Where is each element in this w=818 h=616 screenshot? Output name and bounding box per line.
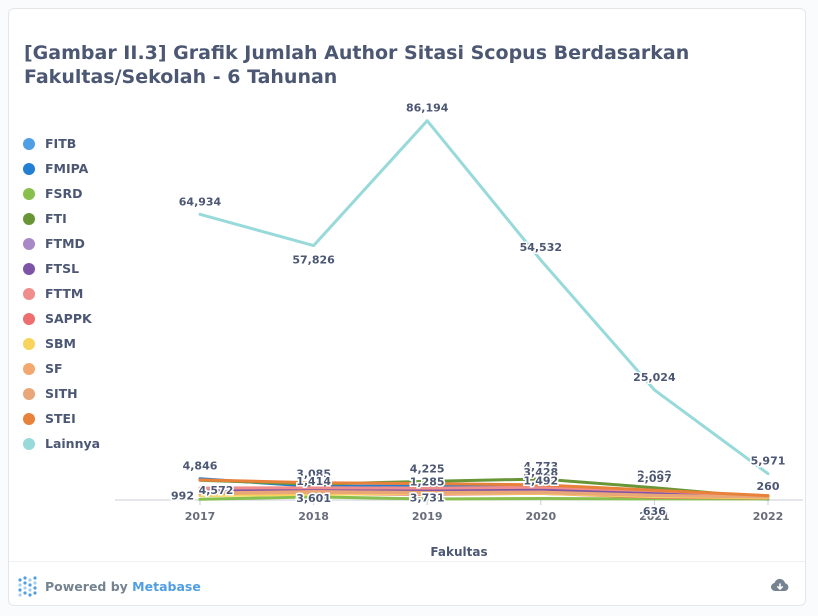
series-line-fsrd[interactable] [198,495,770,501]
x-tick-label: 2019 [412,510,443,523]
legend-item-ftsl[interactable]: FTSL [23,256,100,281]
x-tick-label: 2018 [298,510,329,523]
legend-item-lainnya[interactable]: Lainnya [23,431,100,456]
legend-swatch [23,137,35,150]
legend-item-ftmd[interactable]: FTMD [23,231,100,256]
data-label: 260 [757,480,780,493]
data-label: 4,572 [199,484,234,497]
series-line-stei[interactable] [198,478,770,498]
metabase-logo-icon [18,576,37,597]
data-label: 25,024 [633,371,676,384]
legend-swatch [23,162,35,175]
data-label: 3,731 [410,492,445,505]
legend-label: FTI [45,211,67,226]
data-label: 5,971 [751,455,786,468]
legend-swatch [23,362,35,375]
footer-brand-link[interactable]: Metabase [132,578,201,594]
data-label: 3,085 [296,467,331,480]
legend-swatch [23,337,35,350]
legend-item-fsrd[interactable]: FSRD [23,181,100,206]
legend-swatch [23,312,35,325]
legend-label: FITB [45,136,77,151]
legend: FITB FMIPA FSRD FTI FTMD FTSL FTTM SAPPK SBM SF SI… [23,131,100,456]
series-line-sith[interactable] [198,491,770,499]
x-axis-label: Fakultas [430,545,487,559]
data-label: 1,492 [523,474,558,487]
data-label: 54,532 [520,241,562,254]
data-label: 4,225 [410,462,445,475]
data-label: 2,097 [637,472,672,485]
x-tick-label: 2021 [639,510,670,523]
footer[interactable]: Powered by Metabase [17,575,201,597]
chart-card: [Gambar II.3] Grafik Jumlah Author Sitas… [8,8,806,606]
legend-swatch [23,212,35,225]
data-label: 3,428 [523,466,558,479]
legend-label: SAPPK [45,311,92,326]
data-label: 992 [171,490,194,503]
legend-item-fttm[interactable]: FTTM [23,281,100,306]
legend-label: SBM [45,336,76,351]
legend-item-sappk[interactable]: SAPPK [23,306,100,331]
legend-swatch [23,287,35,300]
line-chart: 2017 2018 2019 2020 2021 2022 Fakultas 64,934 57… [115,100,803,559]
data-label: 636 [643,505,666,518]
legend-swatch [23,387,35,400]
legend-label: SF [45,361,63,376]
footer-prefix: Powered by [45,578,128,594]
legend-item-sf[interactable]: SF [23,356,100,381]
legend-swatch [23,437,35,450]
legend-item-fti[interactable]: FTI [23,206,100,231]
legend-label: FSRD [45,186,83,201]
data-label: 212 [757,480,780,493]
legend-swatch [23,412,35,425]
data-label: 57,826 [292,254,335,267]
data-label: 1,414 [296,475,331,488]
data-label: 64,934 [179,195,222,208]
data-label: 3,601 [296,492,331,505]
legend-swatch [23,262,35,275]
footer-text: Powered by Metabase [45,579,201,594]
legend-item-sith[interactable]: SITH [23,381,100,406]
legend-item-sbm[interactable]: SBM [23,331,100,356]
legend-label: FTMD [45,236,85,251]
data-label: 4,846 [183,460,218,473]
series-line-lainnya[interactable] [198,119,770,476]
footer-divider [9,561,805,562]
legend-item-fitb[interactable]: FITB [23,131,100,156]
data-label: 86,194 [406,102,449,115]
legend-item-fmipa[interactable]: FMIPA [23,156,100,181]
legend-label: FMIPA [45,161,89,176]
legend-swatch [23,187,35,200]
legend-label: FTTM [45,286,84,301]
legend-label: Lainnya [45,436,101,451]
data-label: 1,285 [410,475,445,488]
x-tick-label: 2022 [753,510,784,523]
chart-title: [Gambar II.3] Grafik Jumlah Author Sitas… [24,42,690,88]
legend-label: FTSL [45,261,80,276]
legend-item-stei[interactable]: STEI [23,406,100,431]
x-tick-label: 2017 [185,510,216,523]
x-tick-label: 2020 [525,510,556,523]
data-label: 4,773 [523,460,558,473]
data-label: 2,800 [637,469,672,482]
legend-label: STEI [45,411,76,426]
legend-label: SITH [45,386,78,401]
legend-swatch [23,237,35,250]
download-icon[interactable] [769,575,791,597]
